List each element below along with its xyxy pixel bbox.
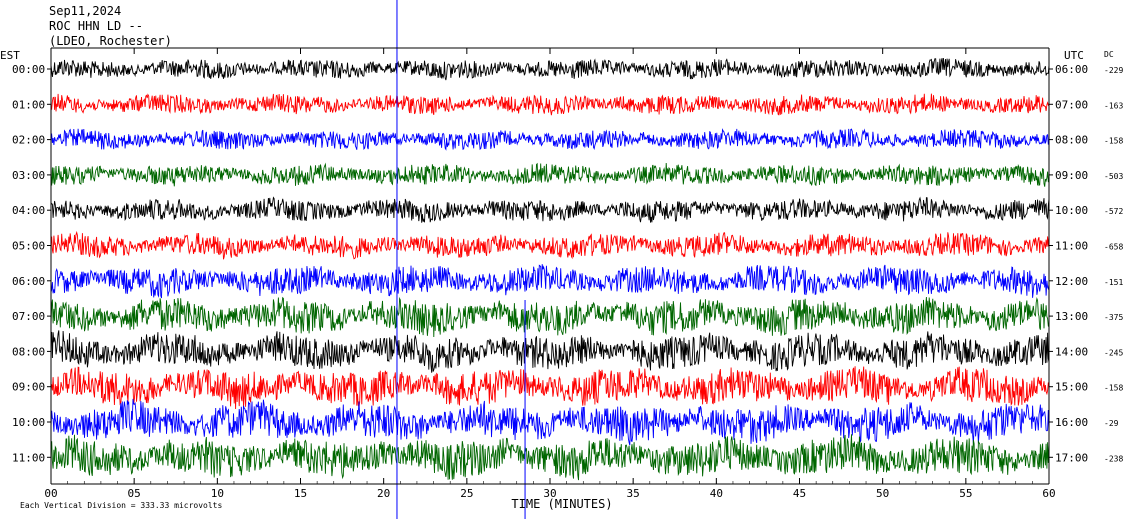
utc-hour-label: 06:00: [1055, 63, 1088, 76]
x-tick-label: 50: [876, 487, 889, 500]
utc-hour-label: 13:00: [1055, 310, 1088, 323]
dc-offset-label: -503: [1104, 172, 1123, 181]
x-tick-label: 45: [793, 487, 806, 500]
est-hour-label: 03:00: [12, 169, 45, 182]
seismic-trace-1100: [50, 434, 1050, 481]
dc-offset-label: -238: [1104, 454, 1123, 463]
x-tick-label: 35: [627, 487, 640, 500]
dc-offset-label: -29: [1104, 419, 1119, 428]
seismic-trace-0600: [50, 264, 1050, 299]
utc-hour-label: 09:00: [1055, 169, 1088, 182]
seismic-trace-0200: [50, 128, 1050, 151]
x-axis-title: TIME (MINUTES): [511, 497, 612, 511]
utc-hour-label: 08:00: [1055, 134, 1088, 147]
scale-footnote: Each Vertical Division = 333.33 microvol…: [20, 501, 222, 510]
station-label: ROC HHN LD --: [49, 19, 143, 33]
utc-axis-label: UTC: [1064, 49, 1084, 62]
dc-offset-label: -658: [1104, 243, 1123, 252]
utc-hour-label: 14:00: [1055, 345, 1088, 358]
seismic-trace-0500: [50, 230, 1050, 260]
seismic-trace-0800: [50, 330, 1050, 373]
date-label: Sep11,2024: [49, 4, 122, 18]
x-tick-label: 05: [128, 487, 141, 500]
utc-hour-label: 17:00: [1055, 451, 1088, 464]
est-hour-label: 07:00: [12, 310, 45, 323]
seismic-trace-0000: [50, 57, 1050, 81]
est-hour-label: 06:00: [12, 275, 45, 288]
x-tick-label: 00: [44, 487, 57, 500]
est-hour-label: 00:00: [12, 63, 45, 76]
est-hour-label: 09:00: [12, 381, 45, 394]
utc-hour-label: 15:00: [1055, 381, 1088, 394]
seismic-trace-0400: [50, 196, 1050, 223]
dc-offset-label: -163: [1104, 101, 1123, 110]
chart-frame: [47, 47, 1053, 485]
est-hour-label: 02:00: [12, 134, 45, 147]
x-tick-label: 55: [959, 487, 972, 500]
utc-hour-label: 12:00: [1055, 275, 1088, 288]
utc-hour-label: 07:00: [1055, 98, 1088, 111]
utc-hour-label: 10:00: [1055, 204, 1088, 217]
est-hour-label: 08:00: [12, 345, 45, 358]
trace-layer: [50, 0, 1050, 519]
dc-axis-label: DC: [1104, 50, 1114, 59]
est-hour-label: 11:00: [12, 451, 45, 464]
est-hour-label: 10:00: [12, 416, 45, 429]
utc-hour-label: 16:00: [1055, 416, 1088, 429]
est-hour-label: 05:00: [12, 240, 45, 253]
est-axis-label: EST: [0, 49, 20, 62]
seismic-trace-1000: [50, 398, 1050, 446]
est-hour-label: 04:00: [12, 204, 45, 217]
dc-offset-label: -375: [1104, 313, 1123, 322]
dc-offset-label: -572: [1104, 207, 1123, 216]
dc-offset-label: -158: [1104, 137, 1123, 146]
seismic-trace-0300: [50, 162, 1050, 187]
dc-offset-label: -229: [1104, 66, 1123, 75]
seismic-trace-0100: [50, 93, 1050, 116]
network-label: (LDEO, Rochester): [49, 34, 172, 48]
axis-labels: 00 05 10 15 20 25 30 35 40 45 50 55 60 00:00 06:00 -229…: [0, 49, 1123, 511]
x-tick-label: 60: [1042, 487, 1055, 500]
x-tick-label: 15: [294, 487, 307, 500]
utc-hour-label: 11:00: [1055, 240, 1088, 253]
seismic-trace-0700: [50, 296, 1050, 338]
x-tick-label: 10: [211, 487, 224, 500]
x-tick-label: 40: [710, 487, 723, 500]
est-hour-label: 01:00: [12, 98, 45, 111]
dc-offset-label: -245: [1104, 348, 1123, 357]
dc-offset-label: -158: [1104, 384, 1123, 393]
seismic-trace-0900: [50, 366, 1050, 410]
x-tick-label: 25: [460, 487, 473, 500]
x-tick-label: 30: [543, 487, 556, 500]
dc-offset-label: -151: [1104, 278, 1123, 287]
x-tick-label: 20: [377, 487, 390, 500]
